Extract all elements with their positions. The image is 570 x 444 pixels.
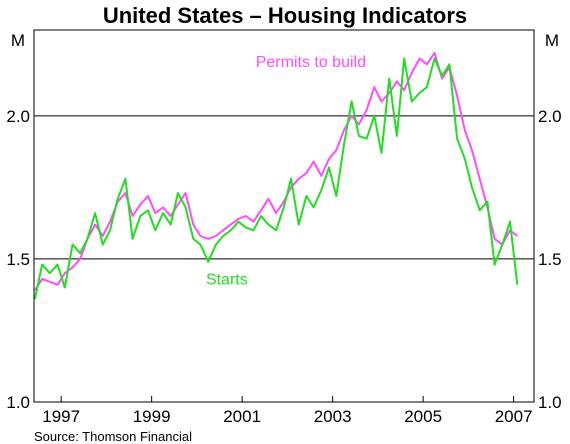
left-y-tick-label: 1.0 — [6, 393, 30, 412]
x-tick-label: 2005 — [404, 407, 442, 426]
x-tick-label: 2001 — [223, 407, 261, 426]
right-y-tick-label: 1.5 — [538, 250, 562, 269]
series-line-permits-to-build — [34, 51, 518, 291]
series-lines — [33, 51, 519, 300]
left-y-tick-label: 1.5 — [6, 250, 30, 269]
series-line-starts — [33, 57, 519, 300]
x-tick-label: 2003 — [314, 407, 352, 426]
x-tick-label: 1997 — [42, 407, 80, 426]
series-label-permits-to-build: Permits to build — [256, 54, 366, 71]
right-y-axis-ticks: 1.0 1.5 2.0 — [538, 107, 562, 412]
right-y-tick-label: 2.0 — [538, 107, 562, 126]
x-axis-ticks: 1997 1999 2001 2003 2005 2007 — [42, 396, 533, 426]
series-labels: Permits to build Starts — [206, 54, 366, 288]
left-unit-label: M — [11, 31, 25, 50]
chart-title: United States – Housing Indicators — [103, 3, 467, 28]
left-y-tick-label: 2.0 — [6, 107, 30, 126]
source-note: Source: Thomson Financial — [34, 429, 192, 444]
series-label-starts: Starts — [206, 272, 248, 289]
x-tick-label: 1999 — [133, 407, 171, 426]
plot-frame — [33, 29, 535, 403]
right-unit-label: M — [545, 31, 559, 50]
x-tick-label: 2007 — [495, 407, 533, 426]
gridlines — [34, 115, 534, 260]
right-y-tick-label: 1.0 — [538, 393, 562, 412]
left-y-axis-ticks: 1.0 1.5 2.0 — [6, 107, 30, 412]
